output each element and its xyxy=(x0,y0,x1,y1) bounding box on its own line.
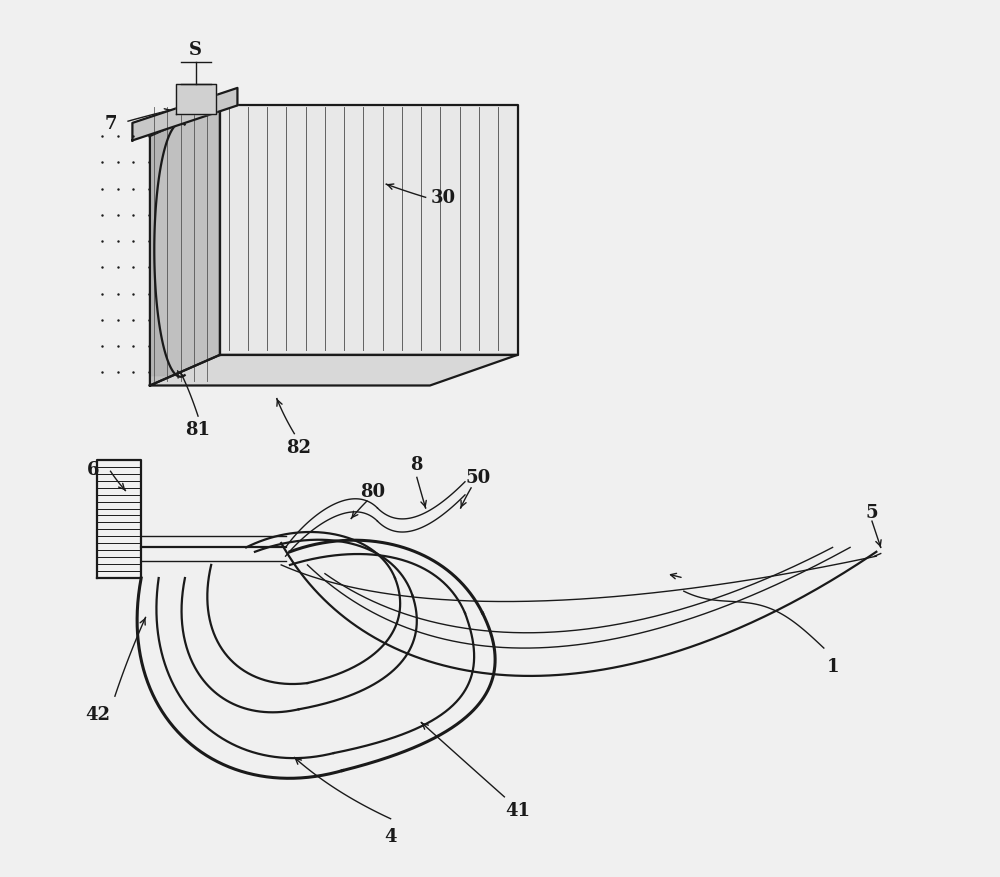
Text: 8: 8 xyxy=(411,456,423,474)
Polygon shape xyxy=(150,355,518,386)
Text: 82: 82 xyxy=(286,438,311,456)
Text: 7: 7 xyxy=(104,115,117,132)
Text: 80: 80 xyxy=(361,482,386,500)
Text: 50: 50 xyxy=(465,469,491,487)
Polygon shape xyxy=(150,106,220,386)
Text: 1: 1 xyxy=(826,657,839,674)
Text: S: S xyxy=(189,40,202,59)
Text: 30: 30 xyxy=(431,189,456,207)
Polygon shape xyxy=(176,84,216,115)
Polygon shape xyxy=(132,89,237,141)
Text: 42: 42 xyxy=(85,705,110,723)
Polygon shape xyxy=(220,106,518,355)
Text: 5: 5 xyxy=(866,503,878,522)
Text: 6: 6 xyxy=(87,460,99,478)
Text: 4: 4 xyxy=(384,827,397,845)
Text: 41: 41 xyxy=(505,801,530,819)
Text: 81: 81 xyxy=(186,421,211,438)
